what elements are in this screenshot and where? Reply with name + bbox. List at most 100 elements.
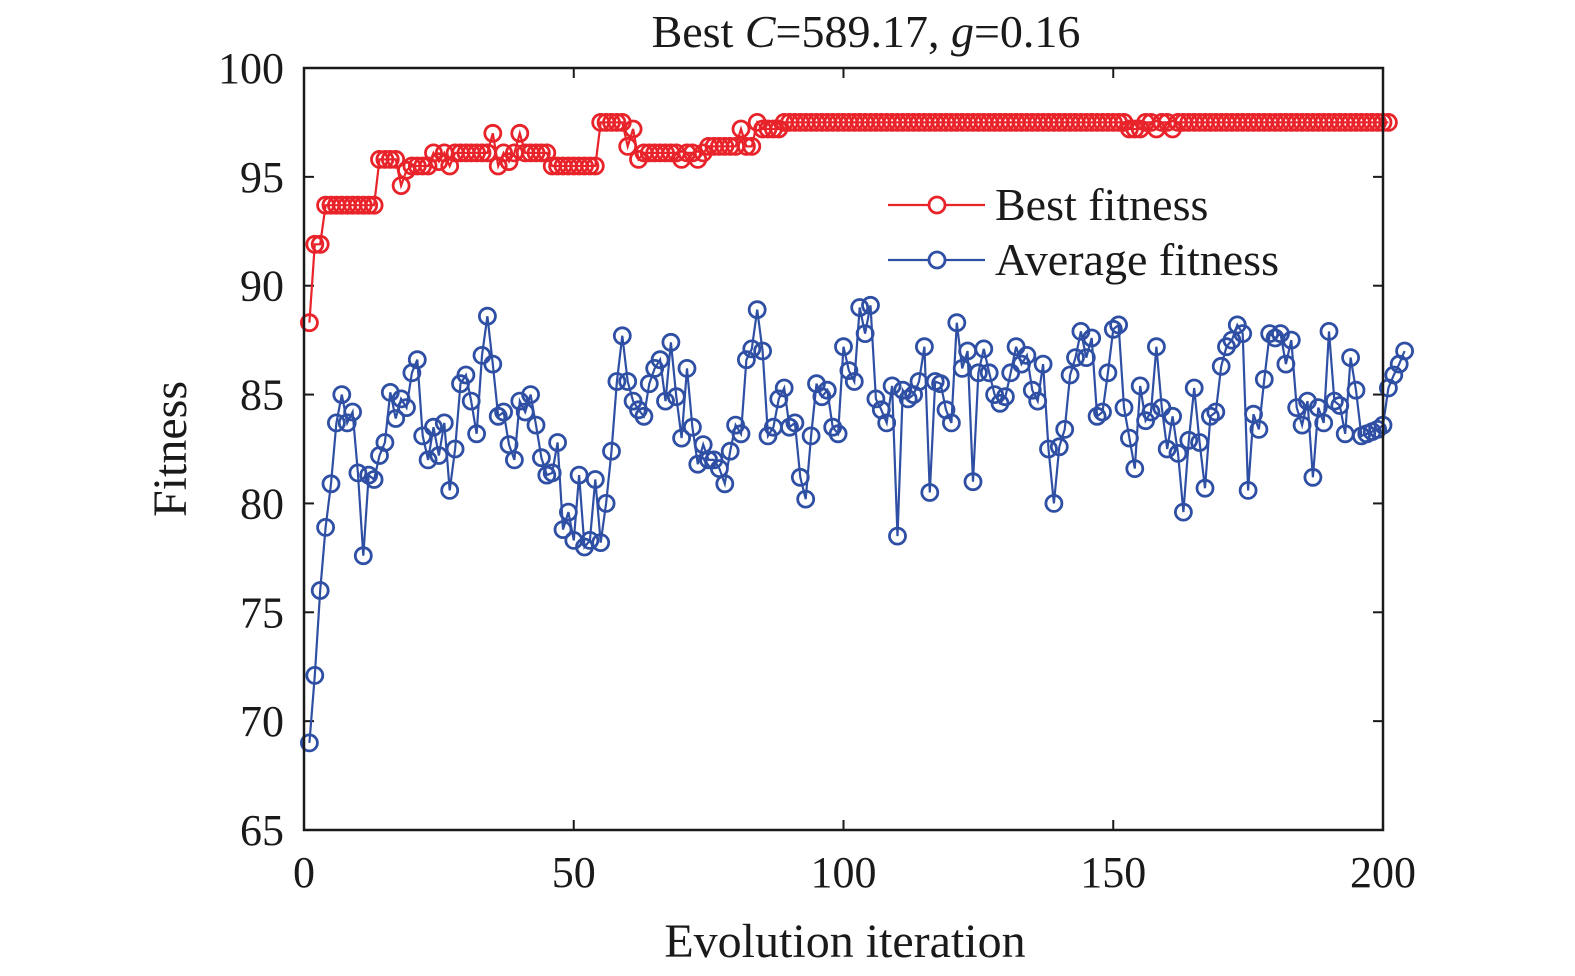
average-fitness-point	[715, 474, 735, 494]
average-fitness-point	[753, 341, 772, 361]
y-tick-label: 95	[240, 153, 284, 202]
average-fitness-point	[612, 326, 632, 346]
average-fitness-point	[801, 426, 821, 446]
average-fitness-point	[343, 402, 363, 422]
best-fitness-point	[758, 119, 778, 139]
average-fitness-point	[521, 385, 540, 405]
best-fitness-point	[737, 136, 756, 156]
x-axis-ticks: 0 50 100 150 200	[293, 68, 1416, 897]
average-fitness-point	[661, 332, 681, 352]
average-fitness-point	[963, 472, 983, 492]
average-fitness-point	[780, 417, 799, 437]
average-fitness-point	[774, 378, 794, 398]
average-fitness-point	[1157, 439, 1177, 459]
best-fitness-point	[375, 149, 395, 169]
average-fitness-point	[1076, 348, 1096, 368]
average-fitness-point	[942, 413, 961, 433]
average-fitness-point	[1233, 324, 1253, 344]
y-tick-label: 80	[240, 479, 284, 528]
average-fitness-point	[1341, 348, 1360, 368]
average-fitness-point	[1174, 502, 1193, 522]
average-fitness-point	[559, 502, 578, 522]
best-fitness-point	[364, 195, 384, 215]
legend-label: Best fitness	[995, 179, 1208, 230]
average-fitness-point	[634, 406, 654, 426]
best-fitness-point	[575, 156, 594, 176]
average-fitness-point	[532, 448, 551, 468]
best-fitness-point	[1379, 113, 1398, 132]
best-fitness-point	[1368, 113, 1387, 132]
average-fitness-point	[1368, 419, 1387, 439]
average-fitness-point	[505, 450, 524, 470]
average-fitness-point	[720, 441, 740, 461]
average-fitness-point	[515, 402, 535, 422]
average-fitness-point	[683, 417, 702, 437]
average-fitness-point	[1017, 345, 1037, 365]
average-fitness-point	[1319, 321, 1339, 341]
series-best-fitness	[299, 113, 1398, 333]
average-fitness-point	[1130, 376, 1150, 396]
average-fitness-point	[1292, 415, 1312, 435]
y-axis-label: Fitness	[144, 381, 197, 517]
average-fitness-point	[731, 424, 751, 444]
average-fitness-point	[1028, 391, 1048, 411]
y-axis-ticks: 65 70 75 80 85 90 95 100	[218, 44, 1383, 855]
average-fitness-point	[1303, 467, 1323, 487]
best-fitness-point	[602, 113, 621, 132]
average-fitness-point	[855, 324, 875, 344]
average-fitness-point	[353, 546, 373, 566]
average-fitness-point	[553, 520, 573, 539]
average-fitness-point	[375, 433, 395, 452]
average-fitness-point	[526, 415, 546, 435]
best-fitness-point	[742, 136, 762, 156]
average-fitness-point	[861, 295, 880, 315]
best-fitness-point	[526, 143, 546, 163]
average-fitness-point	[1260, 324, 1280, 344]
average-fitness-point	[882, 376, 902, 396]
average-fitness-point	[1314, 413, 1334, 433]
average-fitness-point	[747, 300, 767, 320]
x-tick-label: 0	[293, 848, 315, 897]
average-fitness-point	[1098, 363, 1118, 383]
average-fitness-point	[877, 413, 897, 433]
average-fitness-point	[1195, 478, 1215, 498]
y-tick-label: 90	[240, 262, 284, 311]
best-fitness-point	[467, 143, 487, 163]
average-fitness-point	[477, 306, 497, 326]
series-average-fitness	[299, 295, 1414, 753]
best-fitness-point	[472, 143, 492, 163]
average-fitness-point	[445, 439, 465, 459]
average-fitness-point	[1276, 354, 1296, 374]
average-fitness-point	[424, 417, 443, 437]
average-fitness-point	[796, 489, 816, 509]
average-fitness-point	[348, 463, 368, 483]
average-fitness-point	[316, 518, 336, 537]
chart-title-c-value: =589.17,	[776, 6, 951, 57]
y-tick-label: 65	[240, 806, 284, 855]
y-tick-label: 100	[218, 44, 284, 93]
x-tick-label: 50	[552, 848, 596, 897]
average-fitness-point	[418, 450, 438, 470]
best-fitness-point	[585, 156, 605, 176]
chart-title-c-symbol: C	[745, 6, 777, 57]
average-fitness-point	[850, 298, 870, 317]
average-fitness-point	[602, 441, 621, 461]
legend-marker	[927, 250, 947, 270]
average-fitness-point	[677, 358, 697, 378]
average-fitness-point	[429, 446, 449, 465]
average-fitness-point	[1190, 433, 1209, 452]
chart-title-g-value: =0.16	[974, 6, 1080, 57]
average-fitness-point	[1141, 402, 1161, 422]
best-fitness-point	[656, 143, 675, 163]
average-fitness-point	[494, 402, 514, 422]
average-fitness-point	[920, 483, 940, 502]
best-fitness-point	[618, 136, 638, 156]
best-fitness-point	[731, 119, 751, 139]
average-fitness-point	[1281, 330, 1301, 350]
average-fitness-point	[434, 413, 454, 433]
average-fitness-point	[1044, 493, 1064, 513]
average-fitness-point	[1330, 396, 1350, 415]
average-fitness-point	[1184, 378, 1204, 398]
average-fitness-point	[548, 433, 567, 452]
